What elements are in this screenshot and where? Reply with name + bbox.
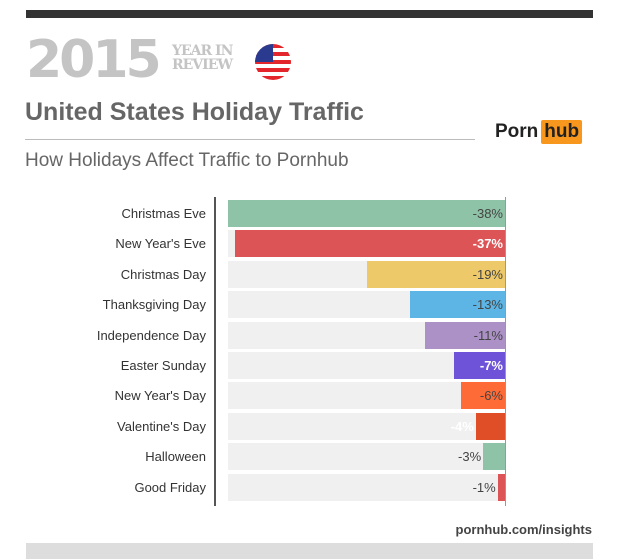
bar-track [228,473,505,501]
bar [235,230,505,258]
bar-track [228,412,505,440]
category-label: Christmas Day [120,266,206,282]
us-flag-icon [255,44,291,80]
value-label: -13% [472,297,503,313]
value-label: -7% [479,358,503,373]
zero-line [505,197,506,506]
bar [366,260,505,288]
category-label: New Year's Eve [115,236,206,252]
divider [25,139,475,140]
value-label: -4% [450,418,474,434]
footer-link[interactable]: pornhub.com/insights [455,522,593,537]
bar [475,412,505,440]
category-label: Thanksgiving Day [102,297,206,313]
category-label: Christmas Eve [121,206,206,221]
category-label: New Year's Day [114,388,206,404]
value-label: -1% [472,479,496,495]
category-label: Good Friday [134,479,206,495]
bar-track [228,382,505,410]
bar [228,200,505,227]
bar [424,321,505,349]
bottom-bar [26,543,593,559]
top-bar [26,10,593,18]
category-label: Independence Day [96,327,206,343]
y-axis [214,197,216,506]
bar-track [228,443,505,471]
bar [483,443,505,471]
bar [461,382,505,410]
category-label: Halloween [145,449,206,465]
category-label: Easter Sunday [120,358,206,373]
bar [497,473,505,501]
chart-title: United States Holiday Traffic [25,98,364,126]
value-label: -3% [458,449,482,465]
year-in-review: YEAR IN REVIEW [172,43,233,73]
value-label: -6% [479,388,503,404]
year: 2015 [26,30,162,90]
value-label: -11% [473,327,503,343]
value-label: -19% [472,266,503,282]
value-label: -38% [472,206,503,221]
category-label: Valentine's Day [117,418,206,434]
bar [453,352,505,379]
bar [410,291,505,319]
pornhub-logo: Porn hub [495,120,583,144]
chart-subtitle: How Holidays Affect Traffic to Pornhub [25,150,349,171]
value-label: -37% [472,236,503,252]
